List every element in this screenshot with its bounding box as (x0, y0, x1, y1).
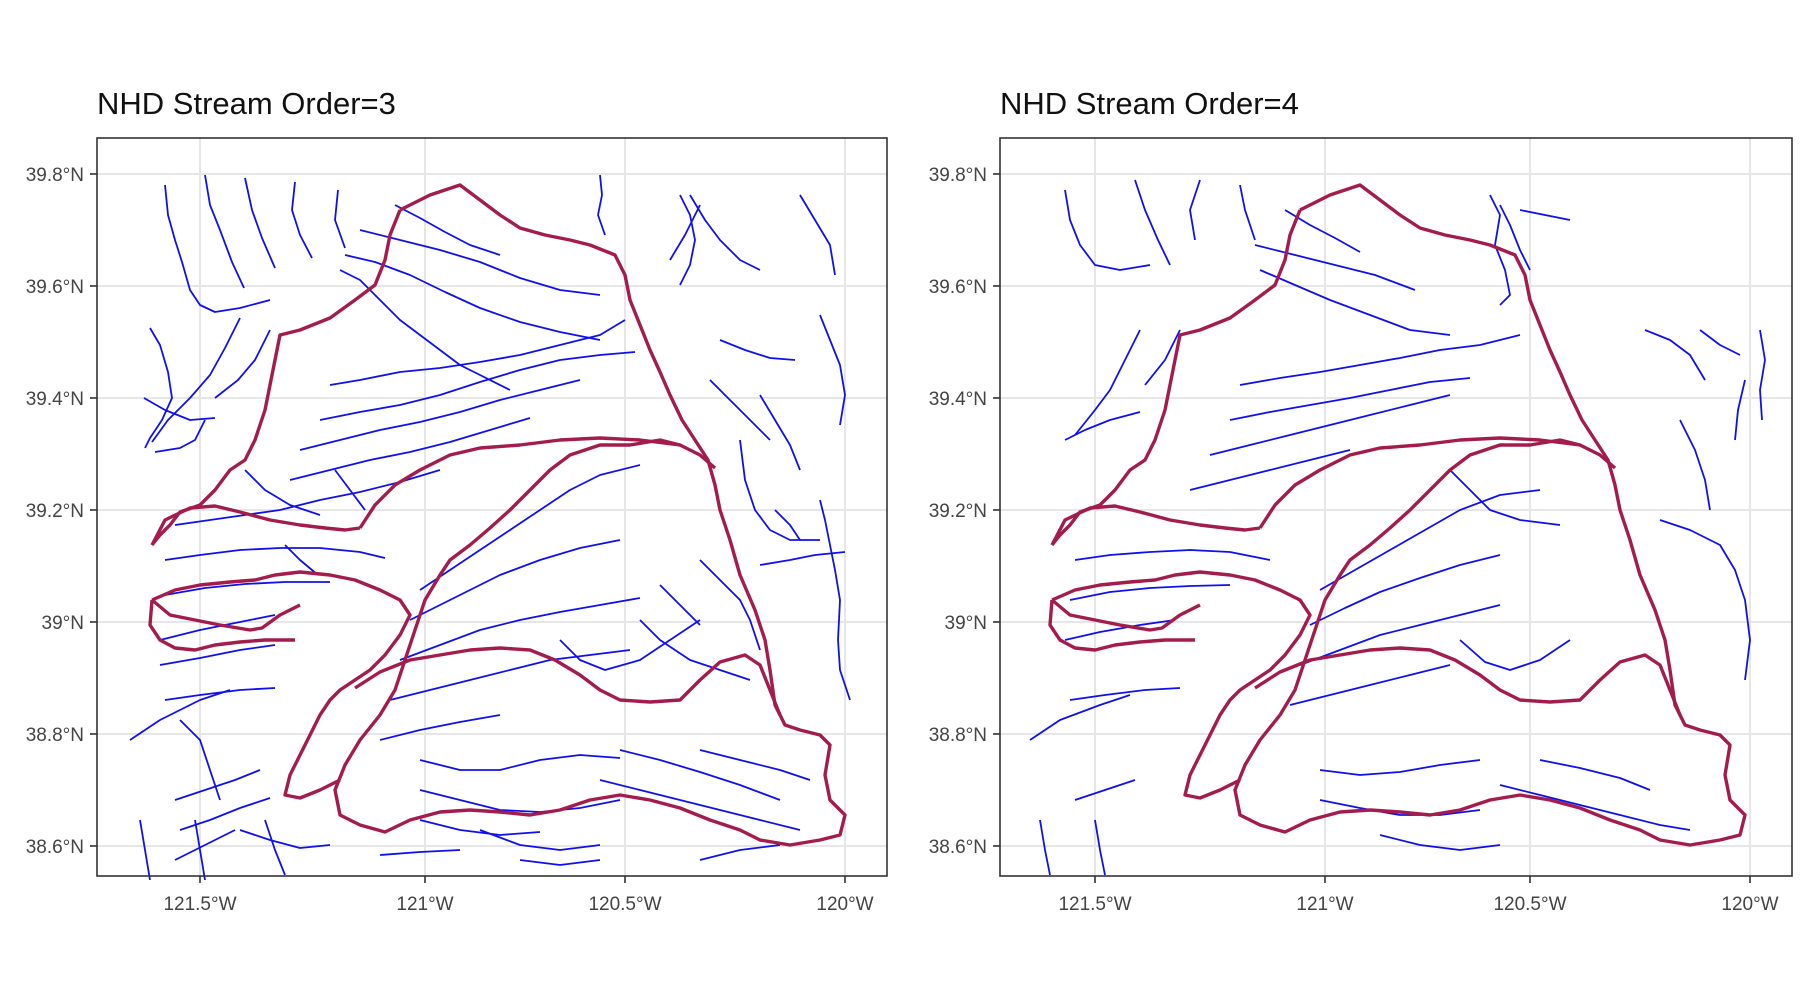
y-axis (90, 173, 97, 847)
panel-title-order-3: NHD Stream Order=3 (97, 86, 396, 121)
x-tick-label: 121°W (1296, 894, 1353, 915)
y-tick-labels: 39.8°N 39.6°N 39.4°N 39.2°N 39°N 38.8°N … (929, 165, 987, 858)
x-tick-label: 120.5°W (588, 894, 661, 915)
y-tick-label: 39.4°N (26, 389, 84, 410)
y-tick-label: 39°N (945, 613, 987, 634)
y-tick-label: 39°N (42, 613, 84, 634)
y-tick-label: 39.6°N (26, 277, 84, 298)
y-tick-label: 39.8°N (929, 165, 987, 186)
plot-area (1000, 138, 1792, 876)
x-tick-label: 121°W (396, 894, 453, 915)
y-tick-label: 38.6°N (929, 837, 987, 858)
x-tick-labels: 121.5°W 121°W 120.5°W 120°W (1058, 894, 1778, 915)
x-tick-label: 120°W (816, 894, 873, 915)
map-panel-order-4: 39.8°N 39.6°N 39.4°N 39.2°N 39°N 38.8°N … (929, 137, 1793, 915)
y-tick-label: 39.2°N (929, 501, 987, 522)
plot-area (97, 138, 887, 876)
panel-border (999, 137, 1793, 877)
x-axis (199, 876, 846, 883)
y-tick-label: 39.8°N (26, 165, 84, 186)
x-tick-label: 121.5°W (163, 894, 236, 915)
x-tick-label: 121.5°W (1058, 894, 1131, 915)
x-axis (1094, 876, 1751, 883)
graticule (1000, 138, 1792, 876)
y-axis (993, 173, 1000, 847)
watershed-boundaries (1048, 183, 1747, 847)
map-panel-order-3: 39.8°N 39.6°N 39.4°N 39.2°N 39°N 38.8°N … (26, 137, 888, 915)
panel-title-order-4: NHD Stream Order=4 (1000, 86, 1299, 121)
y-tick-label: 38.8°N (929, 725, 987, 746)
y-tick-label: 39.6°N (929, 277, 987, 298)
y-tick-label: 39.4°N (929, 389, 987, 410)
y-tick-labels: 39.8°N 39.6°N 39.4°N 39.2°N 39°N 38.8°N … (26, 165, 84, 858)
x-tick-labels: 121.5°W 121°W 120.5°W 120°W (163, 894, 873, 915)
watershed-boundaries (148, 183, 847, 847)
stream-network (129, 174, 851, 881)
x-tick-label: 120°W (1721, 894, 1778, 915)
y-tick-label: 38.8°N (26, 725, 84, 746)
y-tick-label: 38.6°N (26, 837, 84, 858)
y-tick-label: 39.2°N (26, 501, 84, 522)
panel-border (96, 137, 888, 877)
x-tick-label: 120.5°W (1493, 894, 1566, 915)
